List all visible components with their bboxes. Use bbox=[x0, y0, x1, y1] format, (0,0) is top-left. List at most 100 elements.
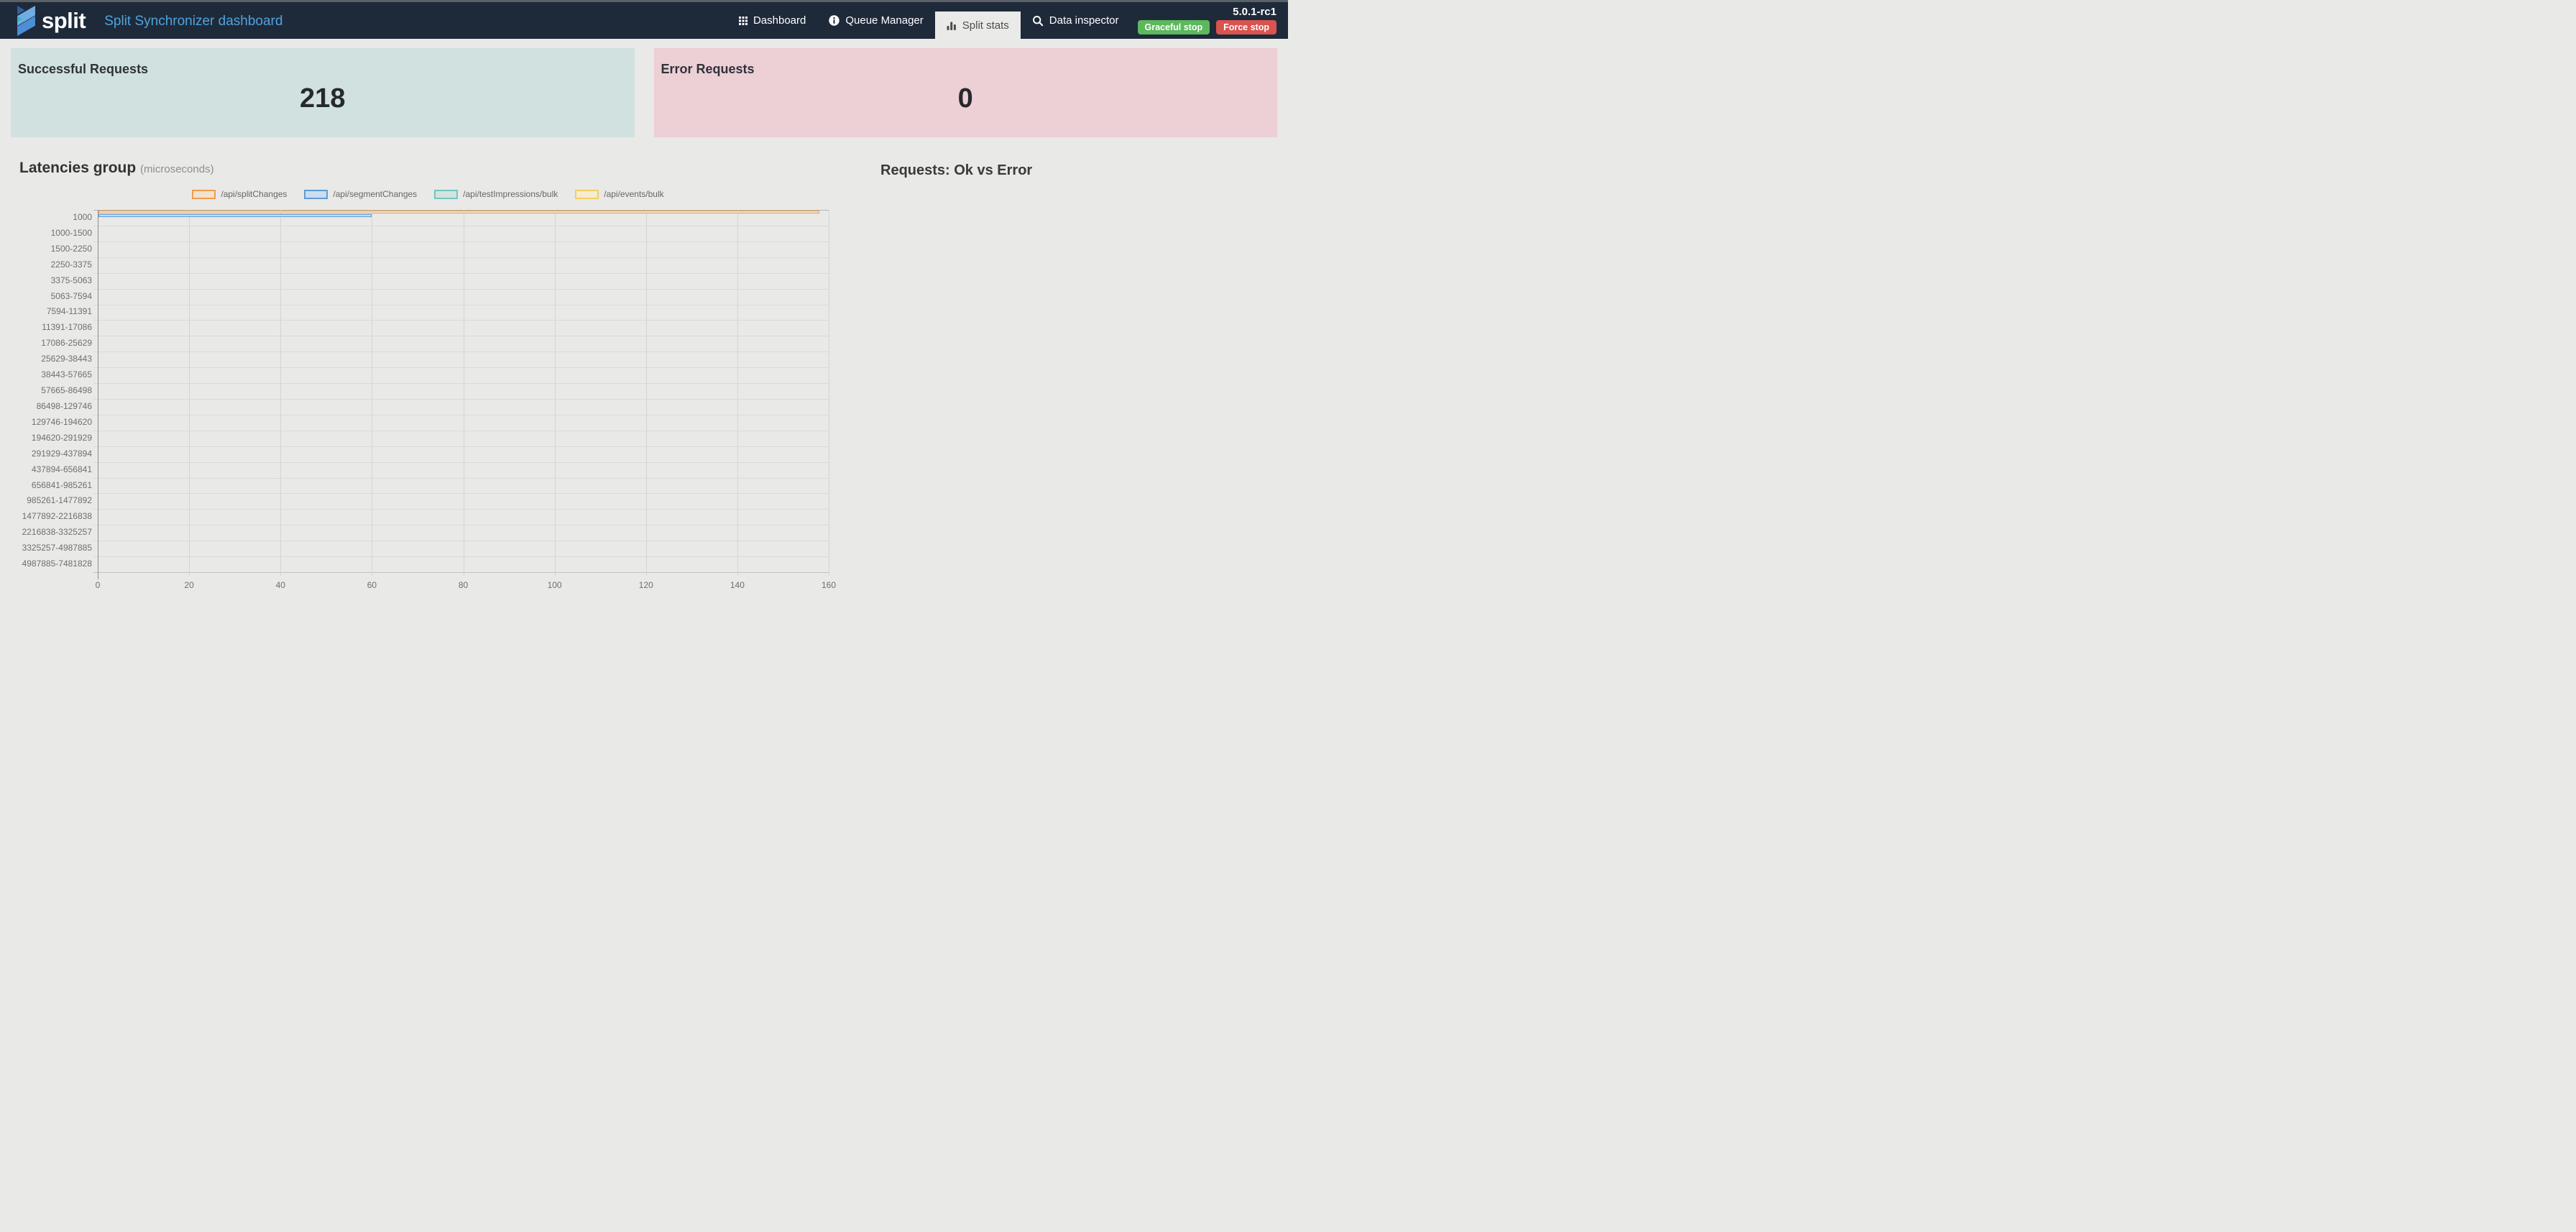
latency-title-unit: (microseconds) bbox=[140, 163, 214, 175]
y-axis-label: 11391-17086 bbox=[42, 322, 92, 333]
y-axis-label: 7594-11391 bbox=[46, 306, 92, 317]
y-axis-label: 17086-25629 bbox=[41, 338, 92, 349]
y-axis-label: 4987885-7481828 bbox=[22, 558, 92, 569]
y-axis-label: 2250-3375 bbox=[50, 259, 92, 270]
nav-item-queue-manager[interactable]: Queue Manager bbox=[817, 2, 934, 39]
nav-item-label: Queue Manager bbox=[845, 14, 924, 27]
nav-item-data-inspector[interactable]: Data inspector bbox=[1021, 2, 1131, 39]
x-axis-label: 20 bbox=[184, 580, 194, 590]
legend-item[interactable]: /api/segmentChanges bbox=[304, 189, 417, 199]
y-axis-label: 1000-1500 bbox=[50, 227, 92, 238]
info-icon bbox=[829, 15, 840, 26]
row-gridline bbox=[93, 399, 829, 400]
nav-item-label: Data inspector bbox=[1049, 14, 1119, 27]
successful-requests-card: Successful Requests 218 bbox=[11, 48, 635, 137]
row-gridline bbox=[93, 493, 829, 495]
brand-name: split bbox=[42, 7, 86, 33]
latency-title-text: Latencies group bbox=[19, 160, 137, 176]
error-requests-card: Error Requests 0 bbox=[653, 48, 1277, 137]
legend-swatch bbox=[192, 189, 216, 199]
y-axis-label: 38443-57665 bbox=[41, 369, 92, 380]
row-gridline bbox=[93, 509, 829, 510]
card-title: Successful Requests bbox=[18, 62, 149, 76]
y-axis-label: 2216838-3325257 bbox=[22, 527, 92, 538]
x-axis-label: 120 bbox=[638, 580, 653, 590]
row-gridline bbox=[93, 461, 829, 463]
legend-swatch bbox=[304, 189, 328, 199]
x-axis-label: 40 bbox=[275, 580, 285, 590]
row-gridline bbox=[93, 572, 829, 573]
x-gridline bbox=[189, 210, 190, 576]
y-axis-label: 437894-656841 bbox=[31, 464, 92, 474]
nav-item-split-stats[interactable]: Split stats bbox=[934, 12, 1021, 39]
nav-item-label: Dashboard bbox=[753, 14, 806, 27]
legend-label: /api/testImpressions/bulk bbox=[463, 189, 558, 199]
navbar: split Split Synchronizer dashboard Dashb… bbox=[0, 2, 1288, 39]
brand[interactable]: split Split Synchronizer dashboard bbox=[0, 5, 282, 37]
latency-bar bbox=[98, 210, 820, 213]
chart-legend: /api/splitChanges/api/segmentChanges/api… bbox=[22, 189, 834, 199]
legend-swatch bbox=[575, 189, 599, 199]
row-gridline bbox=[93, 257, 829, 258]
nav-buttons: Graceful stop Force stop bbox=[1137, 20, 1276, 35]
latency-bar bbox=[98, 214, 372, 217]
x-gridline bbox=[737, 210, 738, 576]
graceful-stop-button[interactable]: Graceful stop bbox=[1137, 20, 1210, 35]
version-label: 5.0.1-rc1 bbox=[1233, 6, 1276, 18]
x-axis-label: 80 bbox=[458, 580, 469, 590]
y-axis-label: 3375-5063 bbox=[50, 275, 92, 285]
row-gridline bbox=[93, 288, 829, 290]
legend-item[interactable]: /api/events/bulk bbox=[575, 189, 664, 199]
latency-chart: /api/splitChanges/api/segmentChanges/api… bbox=[22, 182, 836, 599]
y-axis-label: 25629-38443 bbox=[41, 354, 92, 364]
nav-item-dashboard[interactable]: Dashboard bbox=[727, 2, 817, 39]
y-axis-label: 291929-437894 bbox=[31, 448, 92, 459]
legend-label: /api/splitChanges bbox=[221, 189, 288, 199]
row-gridline bbox=[93, 446, 829, 447]
legend-item[interactable]: /api/splitChanges bbox=[192, 189, 287, 199]
force-stop-button[interactable]: Force stop bbox=[1216, 20, 1276, 35]
y-axis-label: 5063-7594 bbox=[50, 290, 92, 301]
split-logo-icon bbox=[17, 5, 35, 36]
row-gridline bbox=[93, 351, 829, 353]
y-axis-label: 656841-985261 bbox=[31, 479, 92, 490]
window-top-strip bbox=[0, 0, 1288, 2]
y-axis-label: 1477892-2216838 bbox=[22, 511, 92, 522]
x-gridline bbox=[645, 210, 647, 576]
legend-item[interactable]: /api/testImpressions/bulk bbox=[434, 189, 558, 199]
y-axis-label: 129746-194620 bbox=[31, 416, 92, 427]
nav-item-label: Split stats bbox=[962, 19, 1009, 32]
row-gridline bbox=[93, 477, 829, 479]
x-axis-label: 160 bbox=[821, 580, 837, 590]
y-axis-label: 86498-129746 bbox=[36, 400, 92, 411]
page-title: Split Synchronizer dashboard bbox=[104, 13, 283, 29]
y-axis-label: 57665-86498 bbox=[41, 385, 92, 395]
x-gridline bbox=[280, 210, 282, 576]
legend-swatch bbox=[434, 189, 459, 199]
row-gridline bbox=[93, 383, 829, 384]
y-axis-label: 1500-2250 bbox=[50, 243, 92, 254]
y-axis-label: 3325257-4987885 bbox=[22, 543, 92, 553]
y-axis-label: 194620-291929 bbox=[31, 432, 92, 443]
y-axis-label: 985261-1477892 bbox=[27, 495, 92, 506]
card-title: Error Requests bbox=[661, 62, 755, 76]
x-axis-label: 140 bbox=[730, 580, 745, 590]
y-axis-label: 1000 bbox=[73, 212, 92, 222]
legend-label: /api/events/bulk bbox=[604, 189, 664, 199]
x-gridline bbox=[554, 210, 556, 576]
x-axis-label: 60 bbox=[367, 580, 377, 590]
row-gridline bbox=[93, 272, 829, 274]
requests-section-title: Requests: Ok vs Error bbox=[880, 162, 1033, 178]
nav-controls: 5.0.1-rc1 Graceful stop Force stop bbox=[1131, 6, 1288, 35]
search-icon bbox=[1032, 15, 1044, 26]
successful-requests-value: 218 bbox=[300, 83, 346, 114]
row-gridline bbox=[93, 556, 829, 558]
x-axis-label: 0 bbox=[95, 580, 101, 590]
row-gridline bbox=[93, 320, 829, 321]
bar-chart-icon bbox=[947, 22, 956, 30]
latency-section-title: Latencies group (microseconds) bbox=[19, 160, 214, 177]
grid-icon bbox=[738, 16, 748, 25]
x-axis-label: 100 bbox=[547, 580, 562, 590]
legend-label: /api/segmentChanges bbox=[333, 189, 418, 199]
error-requests-value: 0 bbox=[957, 83, 973, 114]
